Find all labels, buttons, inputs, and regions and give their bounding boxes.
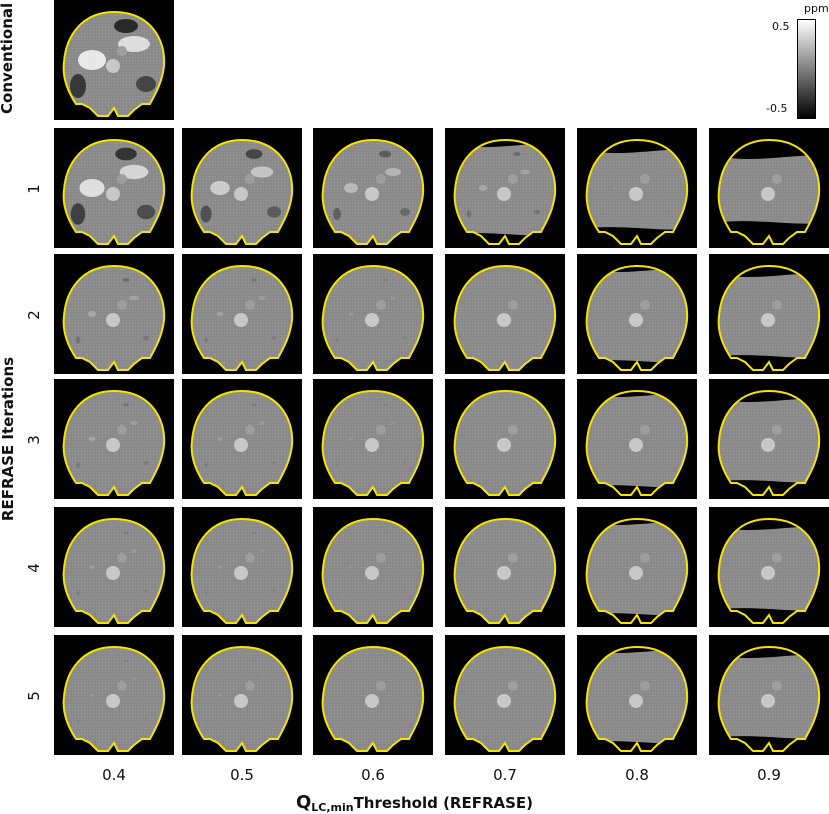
colorbar-max-label: 0.5 xyxy=(772,20,790,33)
image-tile-r5-c3 xyxy=(313,635,433,755)
colorbar-unit: ppm xyxy=(804,2,829,15)
image-tile-r5-c4 xyxy=(445,635,565,755)
image-tile-r3-c2 xyxy=(182,379,302,499)
image-tile-r2-c4 xyxy=(445,254,565,374)
image-tile-r4-c3 xyxy=(313,507,433,627)
image-tile-r5-c2 xyxy=(182,635,302,755)
image-tile-r2-c1 xyxy=(54,254,174,374)
image-tile-r2-c3 xyxy=(313,254,433,374)
image-tile-r4-c2 xyxy=(182,507,302,627)
x-axis-title-rest: Threshold (REFRASE) xyxy=(354,794,533,812)
image-tile-r5-c5 xyxy=(577,635,697,755)
image-tile-r1-c4 xyxy=(445,128,565,248)
row-label-2: 2 xyxy=(25,305,43,325)
column-label-0.5: 0.5 xyxy=(182,766,302,784)
image-tile-r2-c5 xyxy=(577,254,697,374)
x-axis-title-prefix: Q xyxy=(296,792,311,813)
image-tile-r4-c1 xyxy=(54,507,174,627)
image-tile-r4-c5 xyxy=(577,507,697,627)
column-label-0.6: 0.6 xyxy=(313,766,433,784)
conventional-image-tile xyxy=(54,0,174,120)
image-tile-r4-c6 xyxy=(709,507,829,627)
column-label-0.4: 0.4 xyxy=(54,766,174,784)
colorbar-min-label: -0.5 xyxy=(766,102,787,115)
image-tile-r1-c5 xyxy=(577,128,697,248)
image-tile-r2-c6 xyxy=(709,254,829,374)
image-tile-r1-c3 xyxy=(313,128,433,248)
image-tile-r1-c1 xyxy=(54,128,174,248)
x-axis-title: QLC,minThreshold (REFRASE) xyxy=(0,792,829,814)
y-axis-title: REFRASE Iterations xyxy=(0,339,17,539)
image-tile-r1-c2 xyxy=(182,128,302,248)
row-label-4: 4 xyxy=(25,558,43,578)
column-label-0.8: 0.8 xyxy=(577,766,697,784)
image-tile-r3-c3 xyxy=(313,379,433,499)
image-tile-r2-c2 xyxy=(182,254,302,374)
image-tile-r4-c4 xyxy=(445,507,565,627)
column-label-0.7: 0.7 xyxy=(445,766,565,784)
image-tile-r3-c4 xyxy=(445,379,565,499)
conventional-label: Conventional xyxy=(0,4,16,114)
row-label-1: 1 xyxy=(25,179,43,199)
image-tile-r1-c6 xyxy=(709,128,829,248)
row-label-5: 5 xyxy=(25,686,43,706)
image-tile-r3-c1 xyxy=(54,379,174,499)
image-tile-r3-c5 xyxy=(577,379,697,499)
colorbar xyxy=(797,19,816,119)
image-tile-r5-c1 xyxy=(54,635,174,755)
image-tile-r5-c6 xyxy=(709,635,829,755)
row-label-3: 3 xyxy=(25,430,43,450)
image-tile-r3-c6 xyxy=(709,379,829,499)
column-label-0.9: 0.9 xyxy=(709,766,829,784)
x-axis-title-subscript: LC,min xyxy=(311,801,353,814)
